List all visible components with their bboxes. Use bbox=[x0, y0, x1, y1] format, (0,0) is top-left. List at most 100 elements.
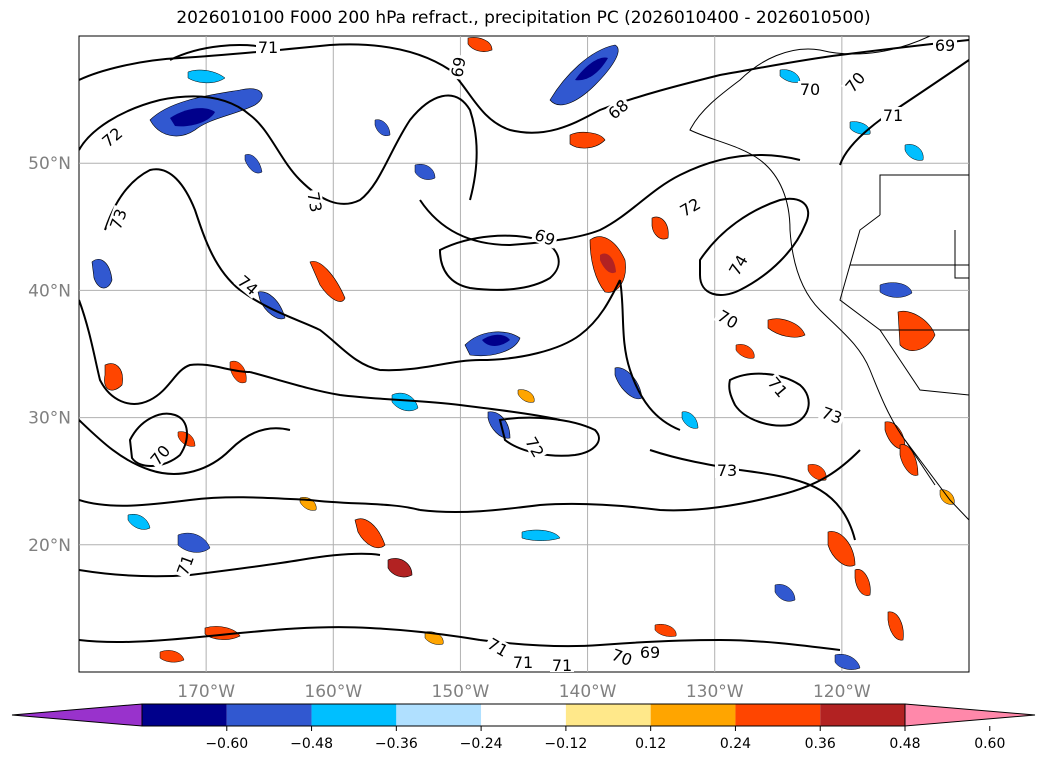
pos-patch bbox=[387, 558, 413, 578]
contour-label-bg bbox=[146, 440, 174, 470]
pos-patch bbox=[807, 464, 827, 481]
neg-patch bbox=[834, 654, 861, 670]
neg-patch bbox=[244, 154, 263, 174]
pos-patch bbox=[827, 531, 856, 567]
colorbar-tick-label: 0.36 bbox=[805, 736, 836, 752]
neg-patch bbox=[575, 57, 608, 81]
contour-label-bg bbox=[817, 403, 847, 427]
contour-label-bg bbox=[530, 225, 560, 249]
colorbar-tick-label: −0.24 bbox=[460, 736, 503, 752]
pos-patch bbox=[654, 624, 677, 637]
pos-patch bbox=[735, 344, 755, 359]
colorbar-segment bbox=[565, 704, 651, 726]
contour-label-bg bbox=[713, 306, 743, 332]
colorbar-tick-label: −0.60 bbox=[205, 736, 248, 752]
contour-label: 73 bbox=[717, 461, 737, 480]
colorbar-tick-label: −0.36 bbox=[375, 736, 418, 752]
pos-patch bbox=[229, 360, 247, 384]
contour-label-bg bbox=[881, 107, 905, 123]
neg-patch bbox=[681, 411, 699, 429]
colorbar-tick-label: 0.12 bbox=[635, 736, 666, 752]
contour-label-bg bbox=[522, 432, 548, 462]
neg-patch bbox=[521, 529, 561, 541]
contour-label-bg bbox=[550, 657, 574, 672]
lat-tick-label: 40°N bbox=[28, 281, 71, 301]
contour-label-bg bbox=[511, 654, 535, 670]
contour-label-bg bbox=[256, 39, 280, 55]
pos-patch bbox=[651, 216, 669, 240]
pos-patch bbox=[899, 444, 919, 476]
lon-tick-label: 150°W bbox=[432, 682, 490, 702]
contour-label-bg bbox=[106, 204, 130, 234]
lat-tick-label: 30°N bbox=[28, 409, 71, 429]
colorbar-segment bbox=[820, 704, 905, 726]
neg-patch bbox=[482, 334, 510, 346]
coastline bbox=[689, 36, 969, 521]
colorbar-extend-low bbox=[11, 703, 143, 727]
pos-patch bbox=[104, 363, 123, 391]
contour-label: 71 bbox=[552, 656, 572, 675]
neg-patch bbox=[177, 532, 211, 553]
contour-label: 71 bbox=[883, 106, 903, 125]
contour-label-bg bbox=[173, 550, 197, 580]
map-frame bbox=[78, 35, 970, 673]
pos-patch bbox=[354, 518, 386, 549]
contour-label-bg bbox=[675, 194, 705, 220]
colorbar-segment bbox=[142, 704, 227, 726]
contour-label-bg bbox=[305, 188, 325, 216]
neg-patch bbox=[170, 108, 215, 127]
neg-patch bbox=[91, 259, 113, 289]
neg-patch bbox=[374, 119, 391, 136]
colorbar-tick-label: 0.24 bbox=[720, 736, 751, 752]
contour-label-bg bbox=[483, 634, 513, 660]
contour-label-bg bbox=[798, 81, 822, 97]
contour-label-bg bbox=[233, 271, 263, 299]
contour-label: 69 bbox=[640, 643, 660, 662]
colorbar-extend-high bbox=[904, 703, 1036, 727]
contour-label: 73 bbox=[303, 190, 325, 213]
colorbar-segment bbox=[735, 704, 821, 726]
refractivity-contours bbox=[79, 39, 969, 651]
neg-patch bbox=[487, 411, 511, 439]
lat-tick-label: 20°N bbox=[28, 536, 71, 556]
colorbar: −0.60 −0.48 −0.36 −0.24 −0.12 0.12 0.24 0.36 0.4… bbox=[11, 703, 1036, 752]
colorbar-segment bbox=[396, 704, 482, 726]
contour-label-bg bbox=[607, 645, 637, 669]
colorbar-segment bbox=[226, 704, 312, 726]
pos-patch bbox=[897, 310, 936, 351]
lat-tick-label: 50°N bbox=[28, 154, 71, 174]
contour-label: 69 bbox=[447, 55, 469, 78]
neg-patch bbox=[904, 144, 924, 161]
precipitation-patches bbox=[91, 37, 955, 670]
pos-patch bbox=[517, 389, 535, 403]
pos-patch bbox=[767, 318, 806, 338]
contour-label-bg bbox=[715, 462, 739, 478]
contour-label-bg bbox=[448, 53, 468, 81]
contour-label-bg bbox=[97, 123, 127, 151]
contour-label-bg bbox=[841, 67, 869, 97]
neg-patch bbox=[127, 514, 151, 530]
contour-label-bg bbox=[933, 37, 957, 53]
contour-label: 70 bbox=[800, 80, 820, 99]
neg-patch bbox=[774, 584, 796, 602]
lon-tick-label: 160°W bbox=[304, 682, 362, 702]
contour-label-bg bbox=[764, 372, 792, 402]
neg-patch bbox=[879, 282, 913, 298]
contour-label: 69 bbox=[935, 36, 955, 55]
contour-label-bg bbox=[725, 250, 751, 280]
lon-tick-label: 140°W bbox=[559, 682, 617, 702]
neg-patch bbox=[187, 69, 226, 84]
pos-patch bbox=[569, 131, 606, 149]
colorbar-segment bbox=[481, 704, 566, 726]
map-title: 2026010100 F000 200 hPa refract., precip… bbox=[176, 8, 871, 28]
colorbar-tick-label: 0.60 bbox=[974, 736, 1005, 752]
lon-tick-label: 170°W bbox=[177, 682, 235, 702]
pos-patch bbox=[887, 611, 904, 641]
neg-patch bbox=[414, 164, 436, 180]
contour-label-bg bbox=[638, 644, 662, 660]
pos-patch bbox=[600, 253, 616, 274]
lon-tick-label: 120°W bbox=[813, 682, 871, 702]
colorbar-segment bbox=[311, 704, 397, 726]
contour-label: 71 bbox=[513, 653, 533, 672]
